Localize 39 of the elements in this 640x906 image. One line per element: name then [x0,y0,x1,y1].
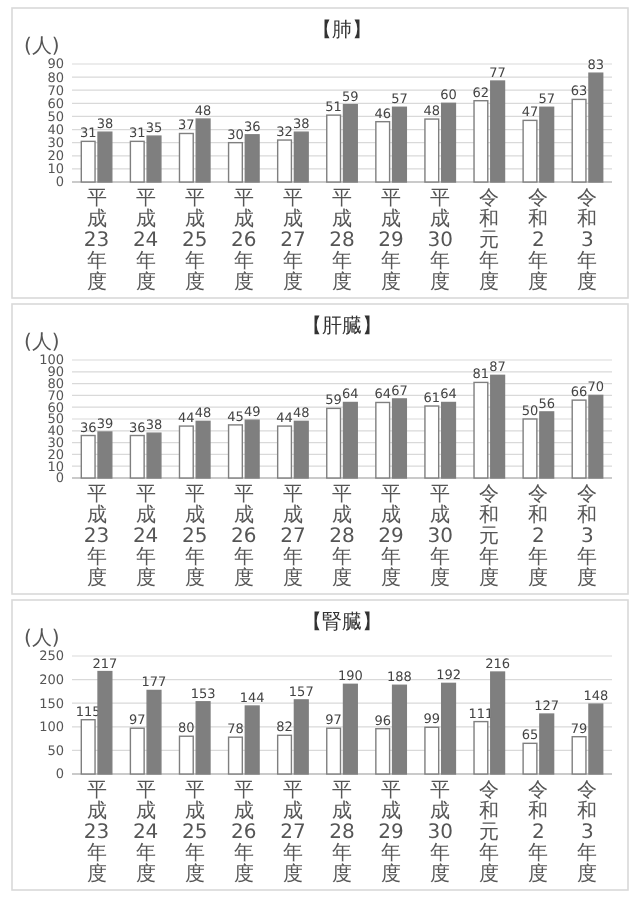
x-tick-label: 平成24年度 [132,188,159,294]
x-tick-label: 平成25年度 [181,780,208,886]
x-tick-label: 令和元年度 [479,778,500,886]
x-tick-label: 平成26年度 [231,780,257,886]
x-tick-label: 平成24年度 [132,780,159,886]
y-axis-title: (人) [24,332,60,354]
x-tick-label: 平成26年度 [231,484,257,590]
x-tick-label: 令和3年度 [577,778,598,886]
x-tick-label: 平成28年度 [329,188,355,294]
x-tick-label: 令和3年度 [577,482,598,590]
x-tick-label: 令和2年度 [528,186,549,294]
x-tick-label: 令和2年度 [528,778,549,886]
x-tick-label: 平成29年度 [378,780,404,886]
x-tick-label: 平成27年度 [280,484,306,590]
chart-title: 【腎臓】 [302,610,382,634]
x-tick-label: 平成25年度 [181,188,208,294]
x-tick-label: 平成30年度 [427,484,453,590]
x-tick-label: 平成29年度 [378,484,404,590]
chart-title: 【肝臓】 [302,314,382,338]
y-axis-title: (人) [24,36,60,58]
x-tick-label: 令和元年度 [479,482,500,590]
x-tick-label: 平成26年度 [231,188,257,294]
x-tick-label: 平成28年度 [329,780,355,886]
chart-title: 【肺】 [312,18,372,42]
y-axis-title: (人) [24,628,60,650]
x-tick-label: 平成28年度 [329,484,355,590]
x-tick-label: 令和2年度 [528,482,549,590]
x-tick-label: 平成30年度 [427,780,453,886]
x-tick-label: 令和元年度 [479,186,500,294]
x-tick-label: 平成23年度 [83,780,110,886]
x-tick-label: 平成23年度 [83,188,110,294]
x-tick-label: 平成25年度 [181,484,208,590]
x-tick-label: 平成23年度 [83,484,110,590]
x-tick-label: 平成27年度 [280,780,306,886]
x-tick-label: 平成29年度 [378,188,404,294]
x-tick-label: 平成24年度 [132,484,159,590]
x-tick-label: 平成30年度 [427,188,453,294]
x-tick-label: 平成27年度 [280,188,306,294]
x-tick-label: 令和3年度 [577,186,598,294]
